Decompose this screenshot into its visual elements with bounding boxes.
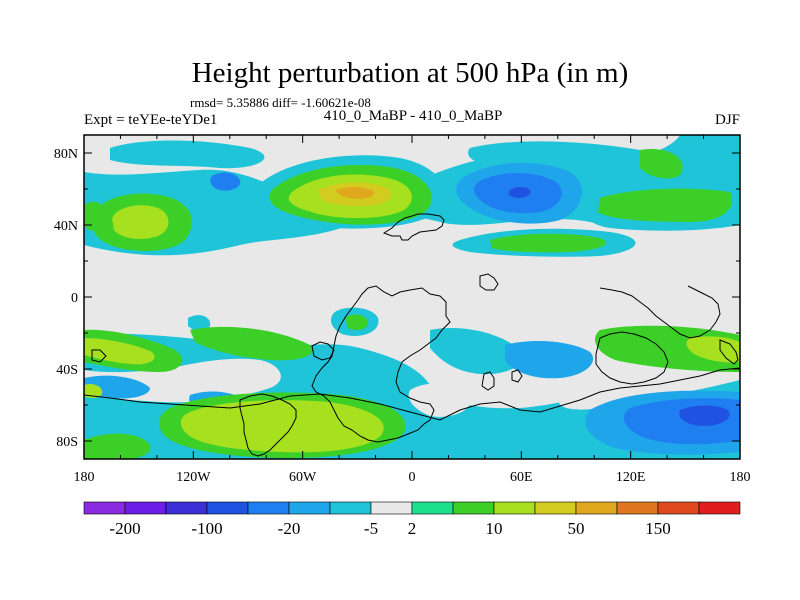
- x-tick-label: 60W: [289, 470, 317, 485]
- stats-label: rmsd= 5.35886 diff= -1.60621e-08: [190, 95, 371, 110]
- colorbar-box: [83, 501, 126, 515]
- contour-yellowgreen-southwest-b: [84, 384, 103, 398]
- y-axis: 80N 40N 0 40S 80S: [54, 147, 740, 450]
- contour-green-tropical-core: [345, 314, 368, 330]
- y-tick-label: 40S: [56, 363, 78, 378]
- contour-green-northeast: [640, 149, 683, 179]
- center-label: 410_0_MaBP - 410_0_MaBP: [324, 108, 503, 124]
- coastline-west-pacific-island: [511, 369, 523, 383]
- contour-yellowgreen-southern-ocean: [180, 400, 384, 453]
- coastline-asia: [599, 285, 721, 339]
- contour-navy-south-pacific: [679, 405, 730, 426]
- colorbar-label: 2: [408, 519, 417, 538]
- contour-yellowgreen-north-pacific: [112, 205, 169, 239]
- contour-green-south-mid: [190, 326, 313, 361]
- right-label: DJF: [715, 112, 740, 128]
- contour-gray-south-gap-east: [408, 383, 471, 417]
- x-tick-label: 60E: [510, 470, 533, 485]
- coastline-southwest: [91, 349, 107, 363]
- colorbar-box: [124, 501, 167, 515]
- coastline-new-zealand: [719, 339, 739, 365]
- coastline-antarctic: [84, 367, 740, 421]
- chart-title: Height perturbation at 500 hPa (in m): [192, 57, 629, 89]
- contour-blue-arctic-pacific: [210, 172, 241, 191]
- coastline-africa: [311, 285, 451, 443]
- colorbar-label: -5: [364, 519, 378, 538]
- colorbar-label: -200: [109, 519, 140, 538]
- colorbar-box: [575, 501, 618, 515]
- colorbar-box: [288, 501, 331, 515]
- x-axis: 180 120W 60W 0 60E 120E 180: [74, 135, 751, 485]
- y-tick-label: 80S: [56, 435, 78, 450]
- x-tick-label: 180: [74, 470, 95, 485]
- colorbar-label: -100: [191, 519, 222, 538]
- y-tick-label: 40N: [54, 219, 78, 234]
- colorbar-box: [247, 501, 290, 515]
- colorbar-label: 150: [645, 519, 671, 538]
- colorbar-label: 50: [568, 519, 585, 538]
- colorbar-box: [657, 501, 700, 515]
- contour-green-west-cell: [84, 201, 105, 231]
- coastline-madagascar: [481, 371, 495, 391]
- contour-green-midlat-core: [490, 233, 606, 253]
- y-tick-label: 80N: [54, 147, 78, 162]
- coastlines: [84, 213, 740, 457]
- contour-gray-southeast-gap: [559, 375, 740, 410]
- colorbar-box: [329, 501, 372, 515]
- y-tick-label: 0: [71, 291, 78, 306]
- colorbar-box: [411, 501, 454, 515]
- colorbar-box: [206, 501, 249, 515]
- contour-yellowgreen-south-west: [84, 338, 155, 365]
- contour-cyan-arctic: [110, 140, 265, 169]
- contour-green-southwest-corner: [84, 433, 151, 459]
- left-label: Expt = teYEe-teYDe1: [84, 112, 217, 128]
- x-tick-label: 120E: [616, 470, 646, 485]
- colorbar-box: [616, 501, 659, 515]
- x-tick-label: 180: [730, 470, 751, 485]
- colorbar-box: [370, 501, 413, 515]
- colorbar-box: [165, 501, 208, 515]
- contour-orange-north-atlantic: [336, 187, 375, 199]
- coastline-central-america: [311, 341, 335, 361]
- colorbar: -200 -100 -20 -5 2 10 50 150: [83, 501, 741, 538]
- coastline-australia: [595, 331, 669, 385]
- coastline-europe-africa: [382, 213, 445, 241]
- contour-blue-south-atlantic: [505, 340, 594, 379]
- colorbar-box: [534, 501, 577, 515]
- colorbar-box: [493, 501, 536, 515]
- contour-cyan-eastpac: [188, 315, 211, 332]
- colorbar-box: [452, 501, 495, 515]
- contour-cyan-southwest: [84, 407, 120, 429]
- x-tick-label: 120W: [176, 470, 211, 485]
- contour-cyan-south-indian: [430, 328, 523, 375]
- contour-green-east-asia: [598, 188, 732, 222]
- map-plot: [84, 135, 740, 459]
- colorbar-label: -20: [278, 519, 301, 538]
- coastline-islands-se-asia: [479, 273, 499, 291]
- x-tick-label: 0: [409, 470, 416, 485]
- contour-navy-eurasia: [508, 187, 531, 198]
- colorbar-label: 10: [486, 519, 503, 538]
- colorbar-box: [698, 501, 741, 515]
